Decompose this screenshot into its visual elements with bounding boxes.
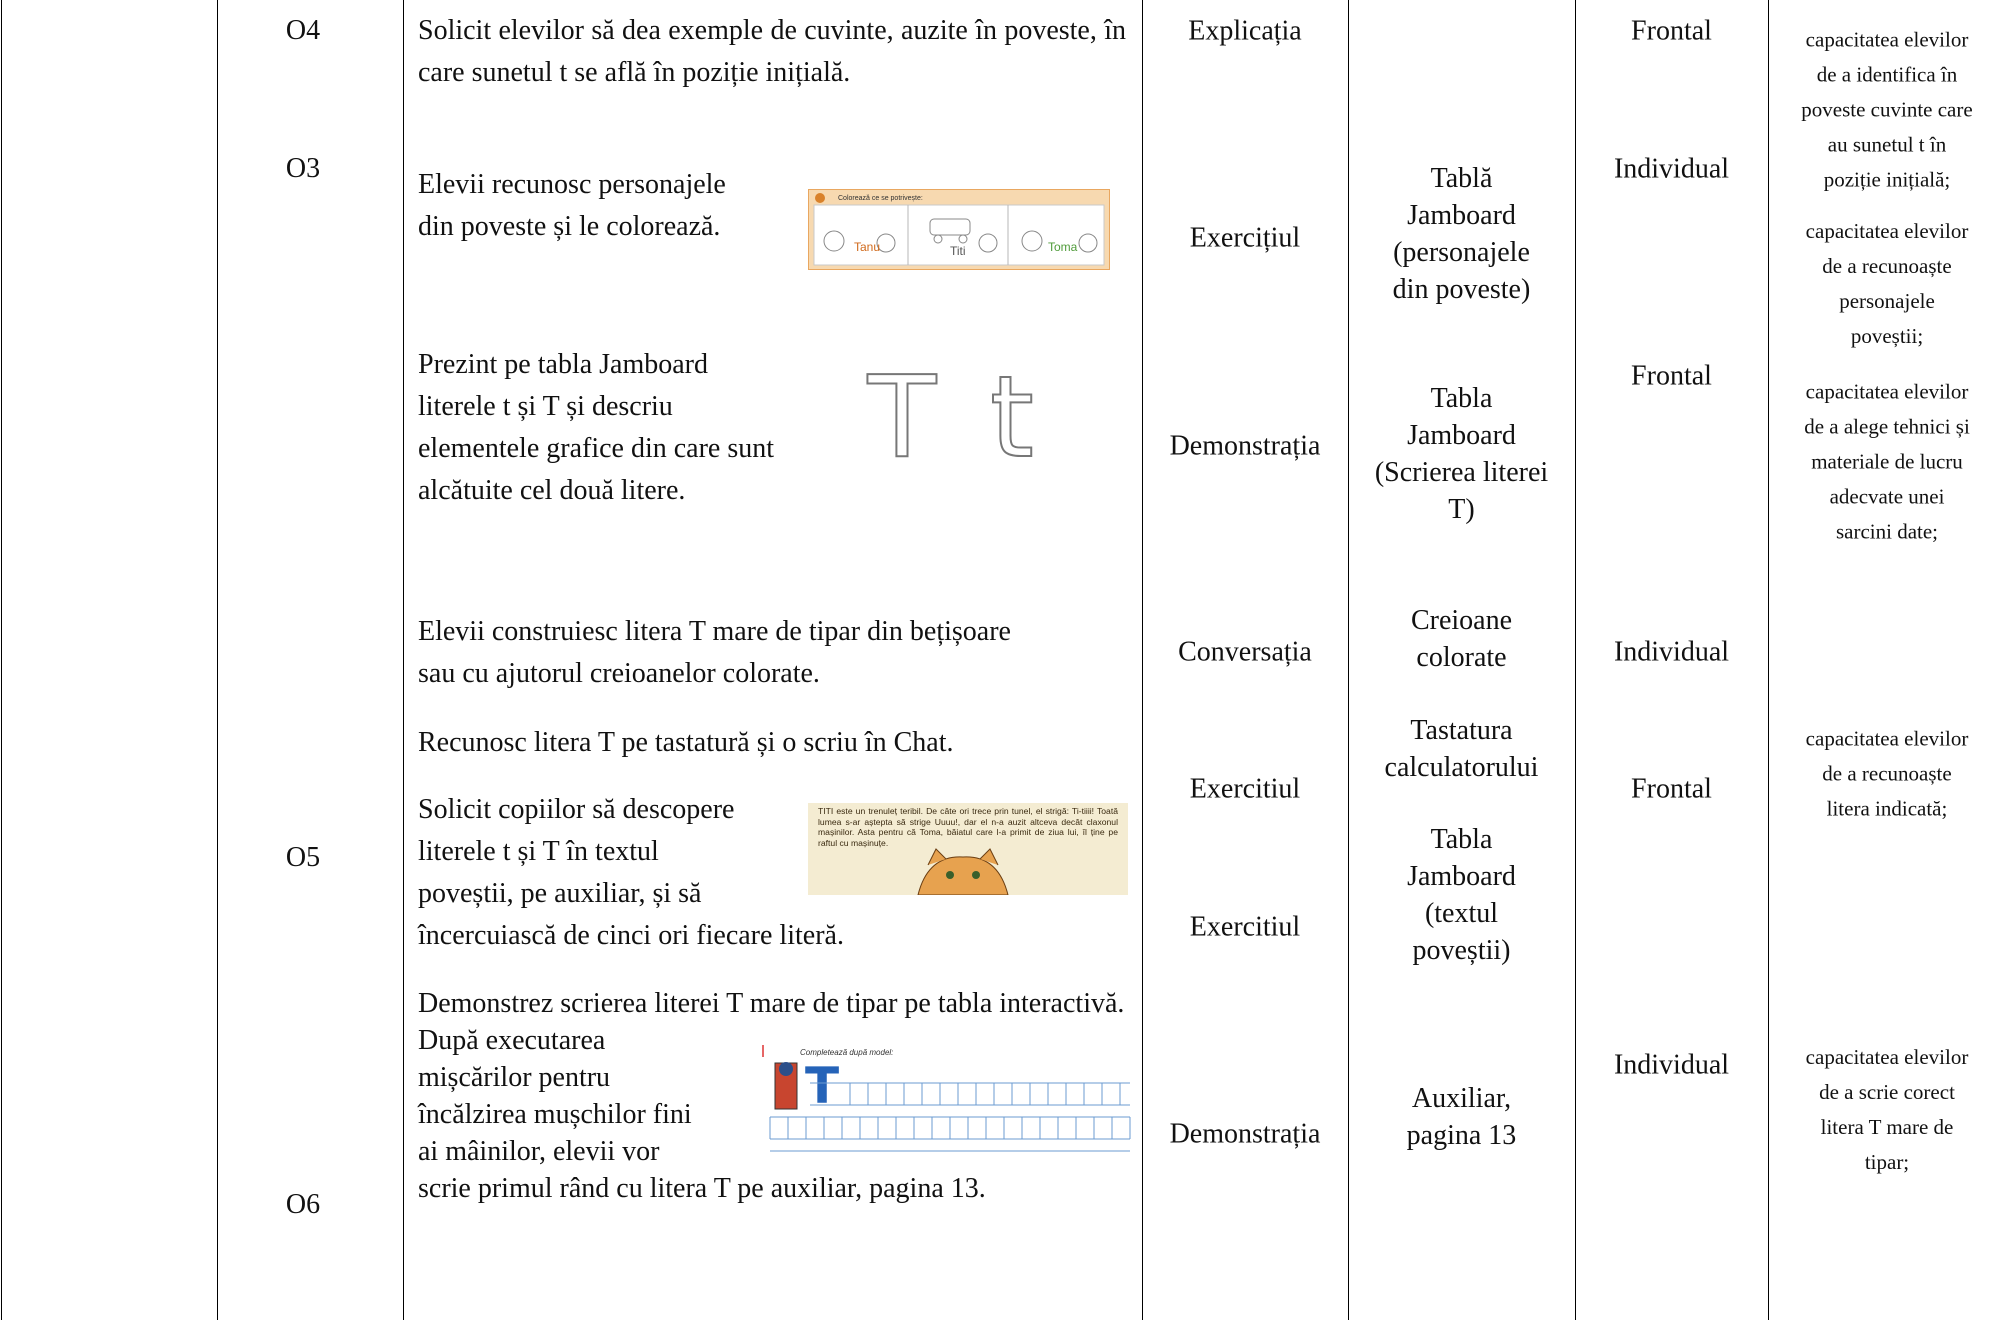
image-title: Completează după model: <box>800 1048 893 1057</box>
column-border <box>403 0 404 1320</box>
story-image: TITI este un trenuleț teribil. De câte o… <box>808 803 1128 895</box>
coloring-image: Colorează ce se potrivește: Tanu Titi To… <box>808 189 1110 270</box>
form: Individual <box>1613 153 1730 185</box>
objective: O3 <box>285 153 321 184</box>
resource: Tabla Jamboard (textul poveștii) <box>1407 824 1516 966</box>
form: Frontal <box>1631 360 1712 392</box>
activity: Solicit copiilor să descopere literele t… <box>418 794 844 951</box>
column-border <box>1 0 2 1320</box>
objective: O4 <box>285 15 321 46</box>
activity: Demonstrez scrierea literei T mare de ti… <box>418 988 1125 1204</box>
competency: capacitatea elevilor de a alege tehnici … <box>1804 379 1970 544</box>
objective: O6 <box>285 1189 321 1220</box>
worksheet-image: Completează după model: T <box>760 1043 1136 1174</box>
image-label: Toma <box>1048 240 1078 254</box>
method: Exercitiul <box>1189 911 1301 943</box>
resource: Tastatura calculatorului <box>1384 715 1539 783</box>
image-label: Tanu <box>854 240 880 254</box>
method: Demonstrația <box>1169 430 1321 462</box>
method: Explicația <box>1188 15 1302 47</box>
method: Conversația <box>1178 636 1312 668</box>
competency: capacitatea elevilor de a scrie corect l… <box>1805 1045 1969 1174</box>
resource: Tabla Jamboard (Scrierea literei T) <box>1374 383 1549 525</box>
column-border <box>1142 0 1143 1320</box>
activity: Elevii construiesc litera T mare de tipa… <box>418 616 1011 689</box>
method: Exercitiul <box>1189 773 1301 805</box>
form: Frontal <box>1631 15 1712 47</box>
resource: Creioane colorate <box>1410 605 1513 673</box>
cat-drawing <box>917 848 1009 895</box>
competency: capacitatea elevilor de a recunoaște per… <box>1805 219 1969 348</box>
outlined-letter: t <box>990 368 1034 464</box>
column-border <box>1348 0 1349 1320</box>
activity: Solicit elevilor să dea exemple de cuvin… <box>418 15 1126 88</box>
competency: capacitatea elevilor de a identifica în … <box>1801 27 1973 192</box>
objective: O5 <box>285 842 321 873</box>
column-border <box>1575 0 1576 1320</box>
resource: Tablă Jamboard (personajele din poveste) <box>1392 163 1531 305</box>
activity: Recunosc litera T pe tastatură și o scri… <box>418 727 954 758</box>
form: Individual <box>1613 636 1730 668</box>
activity: Elevii recunosc personajele din poveste … <box>418 169 726 242</box>
worksheet-letter: T <box>805 1057 839 1115</box>
activity: Prezint pe tabla Jamboard literele t și … <box>418 349 775 506</box>
competency: capacitatea elevilor de a recunoaște lit… <box>1805 726 1969 821</box>
method: Exercițiul <box>1189 222 1301 254</box>
method: Demonstrația <box>1169 1118 1321 1150</box>
form: Frontal <box>1631 773 1712 805</box>
column-border <box>1768 0 1769 1320</box>
letters-image: T t <box>866 368 1035 464</box>
resource: Auxiliar, pagina 13 <box>1406 1083 1517 1151</box>
outlined-letter: T <box>867 368 937 464</box>
column-border <box>217 0 218 1320</box>
image-title: Colorează ce se potrivește: <box>838 195 923 202</box>
image-label: Titi <box>950 244 966 258</box>
form: Individual <box>1613 1049 1730 1081</box>
story-text: TITI este un trenuleț teribil. De câte o… <box>818 806 1118 848</box>
